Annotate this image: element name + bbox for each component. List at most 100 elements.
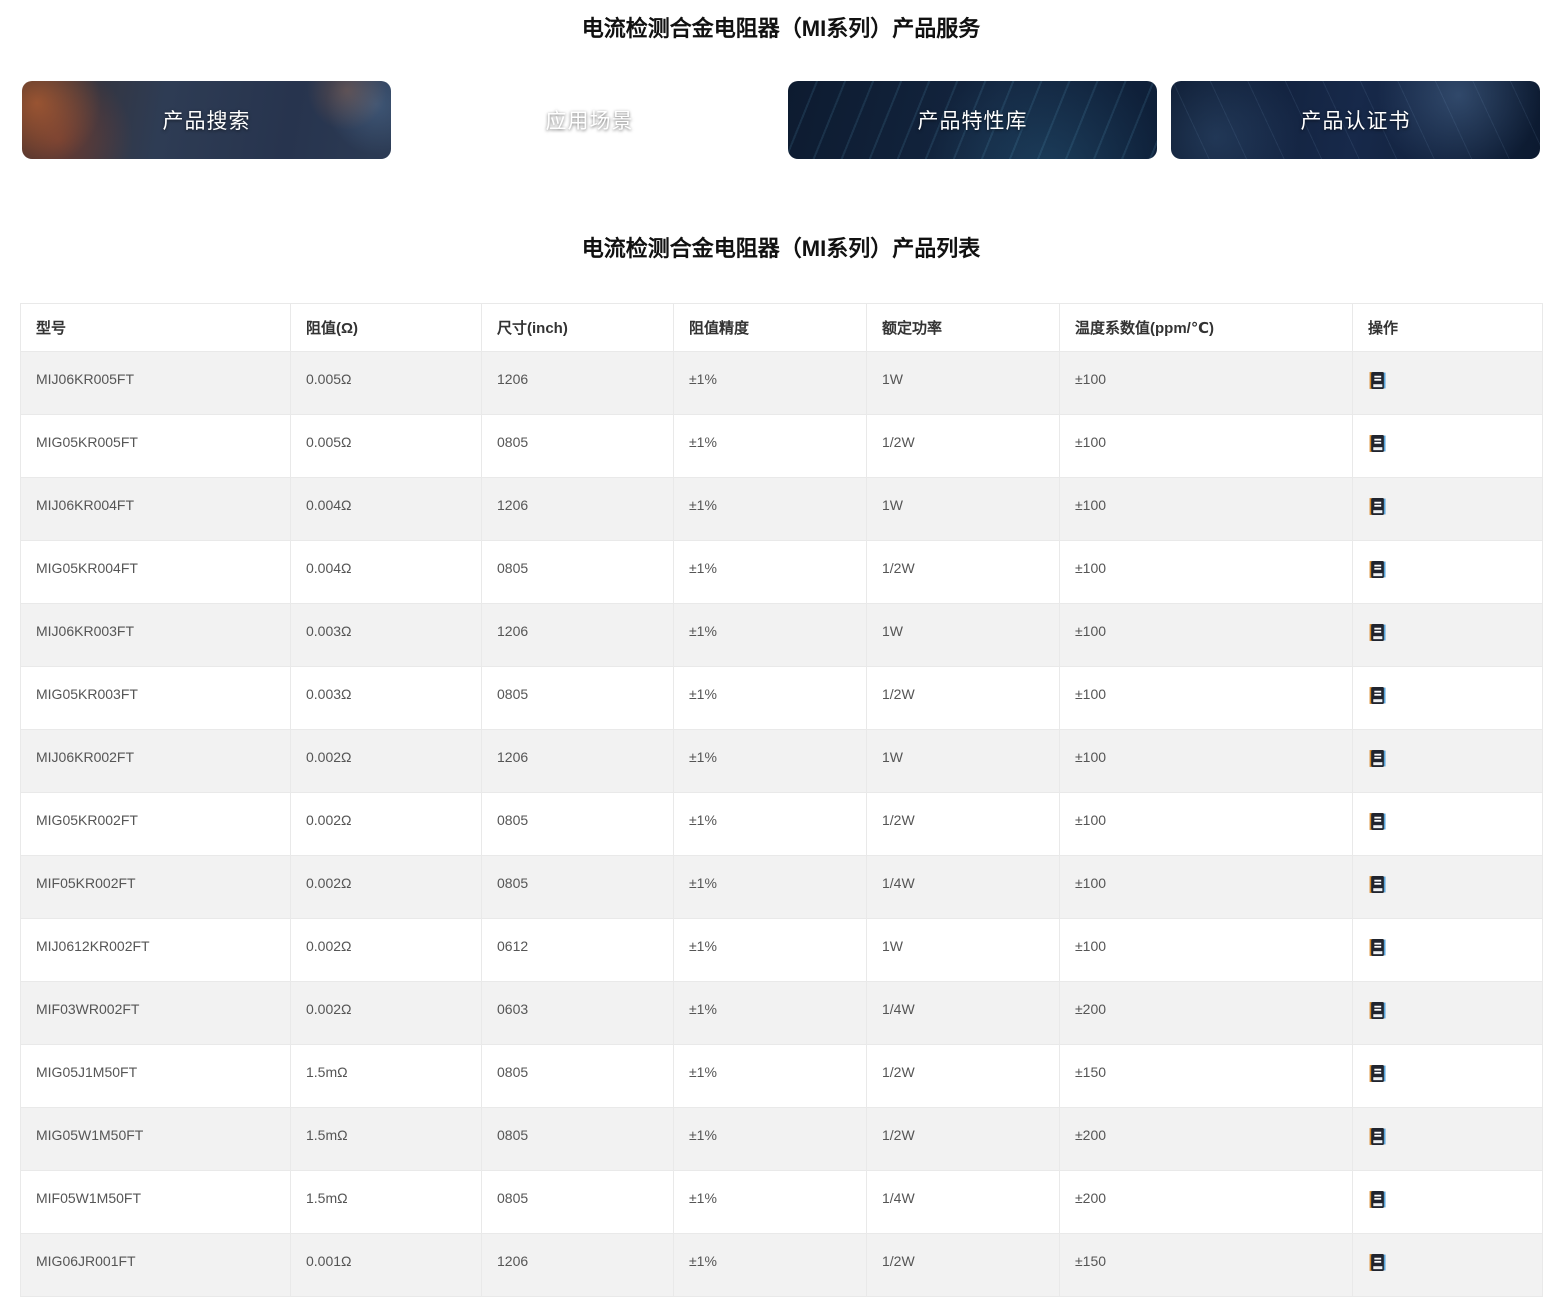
- cell-operation: [1352, 1107, 1543, 1171]
- cell-model: MIG05J1M50FT: [20, 1044, 291, 1108]
- cell-size: 0805: [481, 1170, 674, 1234]
- banner-application-scenarios-label: 应用场景: [545, 110, 634, 133]
- cell-temp-coefficient: ±100: [1059, 477, 1353, 541]
- cell-precision: ±1%: [673, 603, 867, 667]
- cell-rated-power: 1/2W: [866, 414, 1060, 478]
- cell-model: MIG05KR004FT: [20, 540, 291, 604]
- cell-precision: ±1%: [673, 729, 867, 793]
- table-row: MIJ0612KR002FT 0.002Ω 0612 ±1% 1W ±100: [20, 918, 1543, 982]
- cell-rated-power: 1/2W: [866, 1044, 1060, 1108]
- notebook-icon[interactable]: [1368, 686, 1387, 705]
- cell-rated-power: 1/2W: [866, 666, 1060, 730]
- cell-precision: ±1%: [673, 666, 867, 730]
- notebook-icon[interactable]: [1368, 875, 1387, 894]
- table-row: MIF03WR002FT 0.002Ω 0603 ±1% 1/4W ±200: [20, 981, 1543, 1045]
- cell-resistance: 0.002Ω: [290, 792, 482, 856]
- cell-resistance: 0.004Ω: [290, 540, 482, 604]
- cell-operation: [1352, 414, 1543, 478]
- notebook-icon[interactable]: [1368, 938, 1387, 957]
- cell-model: MIG05KR005FT: [20, 414, 291, 478]
- banner-product-certificates[interactable]: 产品认证书: [1171, 81, 1540, 159]
- cell-resistance: 0.003Ω: [290, 603, 482, 667]
- cell-resistance: 0.005Ω: [290, 414, 482, 478]
- cell-precision: ±1%: [673, 540, 867, 604]
- cell-resistance: 0.002Ω: [290, 981, 482, 1045]
- cell-size: 0805: [481, 1044, 674, 1108]
- table-row: MIG05KR004FT 0.004Ω 0805 ±1% 1/2W ±100: [20, 540, 1543, 604]
- column-header-model: 型号: [20, 303, 291, 352]
- table-row: MIG05KR005FT 0.005Ω 0805 ±1% 1/2W ±100: [20, 414, 1543, 478]
- cell-precision: ±1%: [673, 1233, 867, 1297]
- cell-rated-power: 1W: [866, 603, 1060, 667]
- notebook-icon[interactable]: [1368, 623, 1387, 642]
- cell-temp-coefficient: ±100: [1059, 729, 1353, 793]
- cell-operation: [1352, 351, 1543, 415]
- cell-model: MIG06JR001FT: [20, 1233, 291, 1297]
- cell-rated-power: 1/4W: [866, 1170, 1060, 1234]
- product-table-wrapper: 型号 阻值(Ω) 尺寸(inch) 阻值精度 额定功率 温度系数值(ppm/℃)…: [0, 303, 1562, 1297]
- cell-precision: ±1%: [673, 1044, 867, 1108]
- cell-operation: [1352, 918, 1543, 982]
- cell-precision: ±1%: [673, 414, 867, 478]
- table-row: MIJ06KR005FT 0.005Ω 1206 ±1% 1W ±100: [20, 351, 1543, 415]
- cell-size: 1206: [481, 351, 674, 415]
- cell-precision: ±1%: [673, 855, 867, 919]
- column-header-temp-coefficient: 温度系数值(ppm/℃): [1059, 303, 1353, 352]
- notebook-icon[interactable]: [1368, 434, 1387, 453]
- banner-product-feature-library-label: 产品特性库: [917, 110, 1028, 133]
- cell-temp-coefficient: ±200: [1059, 981, 1353, 1045]
- cell-model: MIJ06KR003FT: [20, 603, 291, 667]
- cell-operation: [1352, 477, 1543, 541]
- table-row: MIF05W1M50FT 1.5mΩ 0805 ±1% 1/4W ±200: [20, 1170, 1543, 1234]
- notebook-icon[interactable]: [1368, 1190, 1387, 1209]
- cell-operation: [1352, 981, 1543, 1045]
- notebook-icon[interactable]: [1368, 560, 1387, 579]
- notebook-icon[interactable]: [1368, 1001, 1387, 1020]
- table-row: MIG06JR001FT 0.001Ω 1206 ±1% 1/2W ±150: [20, 1233, 1543, 1297]
- cell-model: MIG05KR003FT: [20, 666, 291, 730]
- cell-resistance: 0.003Ω: [290, 666, 482, 730]
- cell-rated-power: 1W: [866, 477, 1060, 541]
- cell-resistance: 1.5mΩ: [290, 1107, 482, 1171]
- cell-temp-coefficient: ±150: [1059, 1233, 1353, 1297]
- banner-product-certificates-label: 产品认证书: [1300, 110, 1411, 133]
- cell-size: 0805: [481, 855, 674, 919]
- cell-temp-coefficient: ±100: [1059, 540, 1353, 604]
- banner-product-feature-library[interactable]: 产品特性库: [788, 81, 1157, 159]
- cell-rated-power: 1/4W: [866, 855, 1060, 919]
- notebook-icon[interactable]: [1368, 1253, 1387, 1272]
- notebook-icon[interactable]: [1368, 497, 1387, 516]
- cell-model: MIJ0612KR002FT: [20, 918, 291, 982]
- cell-operation: [1352, 1044, 1543, 1108]
- notebook-icon[interactable]: [1368, 1064, 1387, 1083]
- cell-precision: ±1%: [673, 792, 867, 856]
- cell-resistance: 0.002Ω: [290, 729, 482, 793]
- table-row: MIG05J1M50FT 1.5mΩ 0805 ±1% 1/2W ±150: [20, 1044, 1543, 1108]
- product-table: 型号 阻值(Ω) 尺寸(inch) 阻值精度 额定功率 温度系数值(ppm/℃)…: [20, 303, 1543, 1297]
- notebook-icon[interactable]: [1368, 749, 1387, 768]
- banner-product-search[interactable]: 产品搜索: [22, 81, 391, 159]
- cell-temp-coefficient: ±150: [1059, 1044, 1353, 1108]
- cell-temp-coefficient: ±200: [1059, 1107, 1353, 1171]
- cell-temp-coefficient: ±100: [1059, 855, 1353, 919]
- cell-precision: ±1%: [673, 918, 867, 982]
- notebook-icon[interactable]: [1368, 1127, 1387, 1146]
- cell-temp-coefficient: ±100: [1059, 666, 1353, 730]
- cell-temp-coefficient: ±200: [1059, 1170, 1353, 1234]
- list-title: 电流检测合金电阻器（MI系列）产品列表: [581, 236, 981, 261]
- notebook-icon[interactable]: [1368, 812, 1387, 831]
- banner-application-scenarios[interactable]: 应用场景: [405, 81, 774, 159]
- cell-model: MIF05W1M50FT: [20, 1170, 291, 1234]
- cell-operation: [1352, 666, 1543, 730]
- cell-precision: ±1%: [673, 1107, 867, 1171]
- cell-precision: ±1%: [673, 1170, 867, 1234]
- table-header-row: 型号 阻值(Ω) 尺寸(inch) 阻值精度 额定功率 温度系数值(ppm/℃)…: [20, 303, 1543, 352]
- column-header-operation: 操作: [1352, 303, 1543, 352]
- cell-precision: ±1%: [673, 477, 867, 541]
- cell-size: 1206: [481, 729, 674, 793]
- page-title: 电流检测合金电阻器（MI系列）产品服务: [581, 16, 981, 41]
- cell-operation: [1352, 1170, 1543, 1234]
- cell-temp-coefficient: ±100: [1059, 351, 1353, 415]
- table-row: MIG05W1M50FT 1.5mΩ 0805 ±1% 1/2W ±200: [20, 1107, 1543, 1171]
- notebook-icon[interactable]: [1368, 371, 1387, 390]
